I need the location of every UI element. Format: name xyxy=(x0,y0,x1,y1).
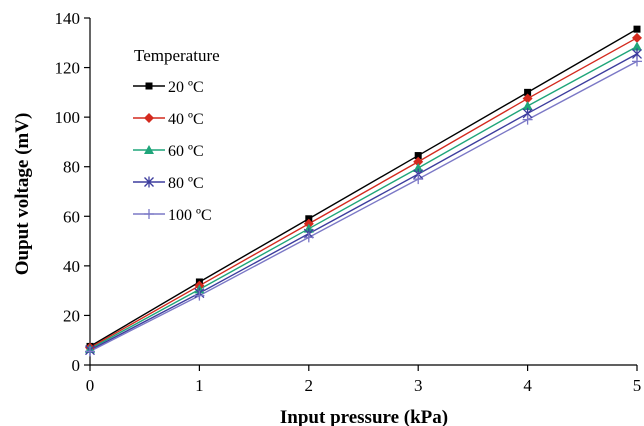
data-point-marker xyxy=(413,156,424,167)
legend-title: Temperature xyxy=(134,46,220,65)
x-tick-label: 3 xyxy=(414,376,423,395)
y-tick-labels: 0 20 40 60 80 100 120 140 xyxy=(55,9,81,375)
data-point-marker xyxy=(632,56,642,67)
data-point-marker xyxy=(632,32,642,43)
x-axis-title: Input pressure (kPa) xyxy=(280,407,448,426)
x-tick-label: 1 xyxy=(195,376,204,395)
legend-item: 80 ºC xyxy=(133,175,204,192)
x-tick-label: 4 xyxy=(523,376,532,395)
legend: Temperature 20 ºC 40 ºC 60 ºC 80 ºC 100 ºC xyxy=(133,46,220,224)
x-tick-label: 5 xyxy=(633,376,642,395)
axes xyxy=(84,17,638,371)
y-tick-label: 80 xyxy=(63,158,80,177)
legend-marker xyxy=(144,176,154,188)
legend-item: 100 ºC xyxy=(133,207,212,224)
series-line-3 xyxy=(89,53,638,351)
data-point-marker xyxy=(413,162,424,172)
legend-item: 40 ºC xyxy=(133,111,204,128)
x-tick-label: 0 xyxy=(86,376,95,395)
y-tick-label: 140 xyxy=(55,9,81,28)
y-axis-title: Ouput voltage (mV) xyxy=(12,113,33,276)
legend-label: 100 ºC xyxy=(168,207,212,224)
legend-label: 20 ºC xyxy=(168,79,204,96)
legend-marker xyxy=(144,145,154,154)
legend-marker xyxy=(145,82,153,90)
series-line-0 xyxy=(89,28,638,348)
y-tick-label: 60 xyxy=(63,207,80,226)
y-tick-label: 20 xyxy=(63,306,80,325)
x-tick-label: 2 xyxy=(305,376,314,395)
data-point-marker xyxy=(522,93,533,104)
y-tick-label: 120 xyxy=(55,59,81,78)
data-point-marker xyxy=(633,25,641,33)
x-tick-labels: 0 1 2 3 4 5 xyxy=(86,376,642,395)
series-line-2 xyxy=(89,45,638,350)
legend-item: 20 ºC xyxy=(133,79,204,96)
y-tick-label: 0 xyxy=(72,356,81,375)
series-line-4 xyxy=(89,60,638,352)
legend-marker xyxy=(144,113,154,123)
data-point-marker xyxy=(524,88,532,96)
data-point-marker xyxy=(414,152,422,160)
legend-label: 40 ºC xyxy=(168,111,204,128)
data-point-marker xyxy=(522,100,533,110)
data-point-marker xyxy=(413,174,424,185)
data-point-marker xyxy=(632,41,642,51)
data-point-marker xyxy=(522,114,533,125)
y-tick-label: 100 xyxy=(55,108,81,127)
series-line-1 xyxy=(89,37,638,349)
legend-item: 60 ºC xyxy=(133,143,204,160)
legend-label: 60 ºC xyxy=(168,143,204,160)
y-tick-label: 40 xyxy=(63,257,80,276)
series-markers xyxy=(85,25,642,357)
data-point-marker xyxy=(85,346,95,357)
series-lines xyxy=(89,28,638,352)
data-point-marker xyxy=(194,290,205,301)
legend-marker xyxy=(144,209,154,219)
data-point-marker xyxy=(303,232,314,243)
legend-label: 80 ºC xyxy=(168,175,204,192)
